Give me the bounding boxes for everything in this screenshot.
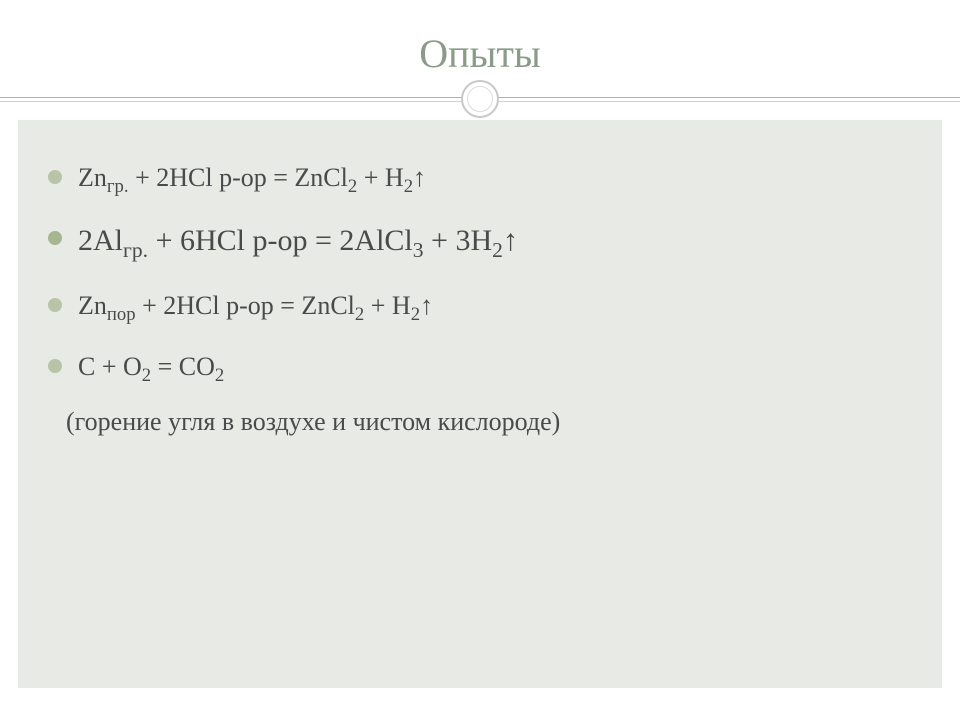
eq-part: C + O [78,352,142,381]
eq-sub: 2 [215,365,224,386]
bullet-icon [48,298,62,312]
eq-sub: 2 [355,304,364,325]
eq-part: + 2HCl р-ор = ZnCl [129,163,348,192]
slide-title: Опыты [0,30,960,77]
note-text: (горение угля в воздухе и чистом кислоро… [66,404,912,439]
eq-sub: 3 [413,238,424,262]
bullet-list: Znгр. + 2HCl р-ор = ZnCl2 + H2↑ 2Alгр. +… [48,160,912,384]
eq-sub: 2 [411,304,420,325]
slide: Опыты Znгр. + 2HCl р-ор = ZnCl2 + H2↑ 2A… [0,0,960,720]
equation-text: 2Alгр. + 6HCl р-ор = 2AlCl3 + 3H2↑ [78,221,518,262]
bullet-icon [48,359,62,373]
eq-part: Zn [78,291,107,320]
eq-part: ↑ [420,291,433,320]
eq-part: Zn [78,163,107,192]
eq-part: + 6HCl р-ор = 2AlCl [148,224,413,257]
eq-sub: 2 [404,176,413,197]
eq-part: 2Al [78,224,123,257]
circle-decoration [461,80,499,118]
eq-sub: пор [107,304,136,325]
eq-sub: 2 [142,365,151,386]
eq-sub: 2 [348,176,357,197]
list-item: 2Alгр. + 6HCl р-ор = 2AlCl3 + 3H2↑ [48,221,912,262]
list-item: C + O2 = CO2 [48,349,912,384]
circle-decoration-inner [467,86,493,112]
title-area: Опыты [0,0,960,120]
eq-part: + 3H [424,224,493,257]
list-item: Znпор + 2HCl р-ор = ZnCl2 + H2↑ [48,288,912,323]
equation-text: Znгр. + 2HCl р-ор = ZnCl2 + H2↑ [78,160,426,195]
equation-text: C + O2 = CO2 [78,349,224,384]
eq-sub: гр. [123,238,148,262]
bullet-icon [48,170,62,184]
eq-sub: гр. [107,176,129,197]
eq-part: ↑ [413,163,426,192]
eq-part: + 2HCl р-ор = ZnCl [136,291,355,320]
eq-part: ↑ [503,224,518,257]
content-area: Znгр. + 2HCl р-ор = ZnCl2 + H2↑ 2Alгр. +… [18,120,942,688]
list-item: Znгр. + 2HCl р-ор = ZnCl2 + H2↑ [48,160,912,195]
bullet-icon [48,231,62,245]
eq-sub: 2 [492,238,503,262]
equation-text: Znпор + 2HCl р-ор = ZnCl2 + H2↑ [78,288,433,323]
eq-part: = CO [151,352,215,381]
eq-part: + H [357,163,403,192]
eq-part: + H [364,291,410,320]
